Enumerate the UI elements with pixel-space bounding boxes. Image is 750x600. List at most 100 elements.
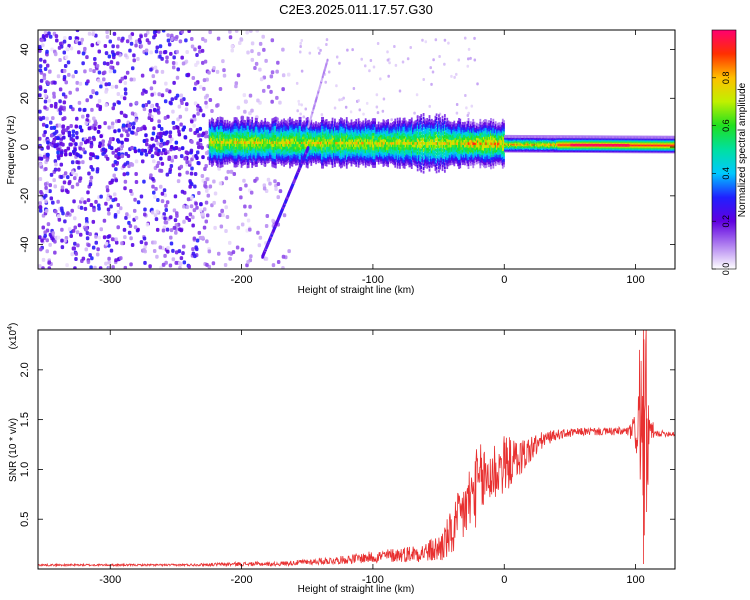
spectrogram-cell — [258, 158, 261, 162]
spectrogram-cell — [252, 123, 255, 127]
spectrogram-cell — [230, 140, 232, 144]
spectrogram-cell — [319, 131, 322, 135]
spectrogram-cell — [403, 141, 406, 145]
spectrogram-cell — [347, 156, 349, 160]
spectrogram-cell — [377, 151, 380, 155]
spectrogram-cell — [365, 101, 369, 105]
spectrogram-cell — [397, 149, 400, 153]
spectrogram-cell — [252, 147, 255, 151]
spectrogram-cell — [382, 141, 385, 145]
spectrogram-cell — [212, 132, 215, 136]
spectrogram-cell — [96, 203, 101, 208]
spectrogram-cell — [106, 61, 110, 66]
spectrogram-cell — [438, 117, 440, 121]
spectrogram-cell — [56, 235, 61, 240]
spectrogram-cell — [331, 141, 334, 145]
spectrogram-cell — [397, 152, 400, 156]
spectrogram-cell — [383, 123, 386, 127]
spectrogram-cell — [434, 141, 437, 145]
spectrogram-cell — [297, 124, 300, 128]
spectrogram-cell — [272, 126, 275, 130]
spectrogram-cell — [58, 111, 63, 116]
spectrogram-cell — [414, 131, 417, 135]
spectrogram-cell — [258, 123, 261, 127]
spectrogram-cell — [269, 136, 271, 140]
spectrogram-cell — [107, 82, 111, 87]
spectrogram-cell — [412, 152, 414, 156]
spectrogram-cell — [287, 134, 290, 138]
spectrogram-cell — [364, 155, 367, 159]
spectrogram-cell — [401, 141, 404, 145]
spectrogram-cell — [105, 185, 110, 190]
spectrogram-cell — [158, 44, 163, 49]
spectrogram-cell — [412, 126, 414, 130]
spectrogram-cell — [290, 121, 293, 125]
spectrogram-cell — [311, 141, 314, 145]
spectrogram-cell — [239, 153, 242, 157]
spectrogram-cell — [290, 143, 293, 147]
spectrogram-cell — [276, 123, 278, 127]
spectrogram-cell — [335, 150, 338, 154]
spectrogram-cell — [349, 157, 352, 161]
spectrogram-cell — [274, 150, 277, 154]
spectrogram-cell — [270, 125, 273, 129]
spectrogram-cell — [408, 138, 411, 142]
spectrogram-cell — [395, 146, 398, 150]
spectrogram-cell — [393, 128, 395, 132]
spectrogram-cell — [427, 147, 430, 151]
spectrogram-cell — [299, 135, 302, 139]
spectrogram-cell — [246, 134, 249, 138]
spectrogram-cell — [406, 125, 408, 129]
spectrogram-cell — [362, 154, 365, 158]
spectrogram-cell — [218, 136, 220, 140]
spectrogram-cell — [388, 124, 391, 128]
spectrogram-cell — [347, 151, 349, 155]
spectrogram-cell — [251, 158, 254, 162]
spectrogram-cell — [261, 155, 264, 159]
spectrogram-cell — [233, 131, 236, 135]
spectrogram-cell — [438, 121, 440, 125]
spectrogram-cell — [291, 138, 294, 142]
spectrogram-cell — [93, 61, 97, 66]
spectrogram-cell — [409, 158, 412, 162]
spectrogram-cell — [226, 156, 229, 160]
spectrogram-cell — [365, 154, 368, 158]
spectrogram-cell — [311, 154, 314, 158]
spectrogram-cell — [420, 152, 423, 156]
spectrogram-cell — [39, 156, 44, 161]
spectrogram-cell — [438, 159, 440, 163]
spectrogram-cell — [380, 127, 382, 131]
spectrogram-cell — [267, 152, 270, 156]
spectrogram-cell — [369, 160, 372, 164]
spectrogram-cell — [419, 164, 421, 168]
spectrogram-cell — [425, 144, 427, 148]
spectrogram-cell — [239, 143, 242, 147]
spectrogram-cell — [329, 143, 332, 147]
spectrogram-cell — [339, 117, 342, 121]
spectrogram-cell — [251, 116, 254, 120]
spectrogram-cell — [248, 127, 251, 131]
spectrogram-cell — [136, 200, 141, 205]
spectrogram-cell — [342, 159, 345, 163]
spectrogram-cell — [421, 141, 424, 145]
spectrogram-cell — [391, 161, 394, 165]
spectrogram-cell — [38, 93, 42, 98]
spectrogram-cell — [95, 169, 100, 174]
spectrogram-cell — [381, 143, 384, 147]
spectrogram-cell — [317, 127, 320, 131]
spectrogram-cell — [204, 100, 208, 105]
spectrogram-cell — [357, 129, 360, 133]
spectrogram-cell — [68, 36, 72, 41]
spectrogram-cell — [44, 193, 48, 198]
spectrogram-cell — [250, 121, 252, 125]
spectrogram-cell — [218, 133, 220, 137]
spectrogram-cell — [400, 129, 403, 133]
spectrogram-cell — [73, 216, 77, 221]
spectrogram-cell — [142, 236, 147, 241]
spectrogram-cell — [224, 148, 226, 152]
spectrogram-cell — [337, 132, 340, 136]
spectrogram-cell — [335, 152, 338, 156]
spectrogram-cell — [226, 159, 229, 163]
spectrogram-cell — [343, 160, 346, 164]
spectrogram-cell — [422, 131, 425, 135]
